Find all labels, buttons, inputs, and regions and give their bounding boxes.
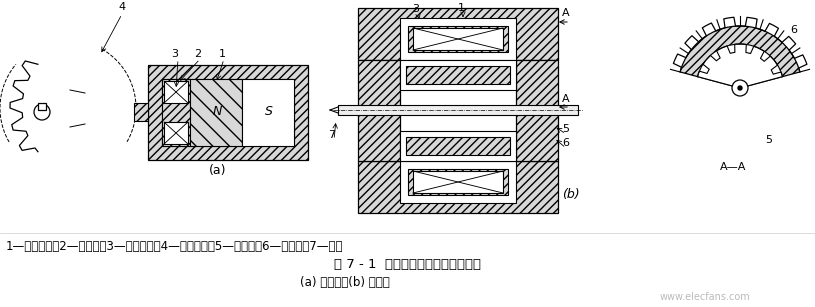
Bar bbox=[400, 161, 516, 203]
Bar bbox=[358, 161, 558, 213]
Bar bbox=[413, 171, 503, 193]
Text: (a): (a) bbox=[209, 164, 227, 177]
Text: 4: 4 bbox=[118, 2, 126, 12]
Text: (b): (b) bbox=[562, 188, 579, 201]
Text: 7: 7 bbox=[328, 130, 335, 140]
Text: 1: 1 bbox=[458, 3, 465, 13]
Bar bbox=[190, 79, 242, 146]
Bar bbox=[358, 8, 558, 60]
Text: 6: 6 bbox=[562, 138, 569, 148]
Bar bbox=[408, 26, 508, 52]
Bar bbox=[338, 105, 578, 115]
Bar bbox=[164, 122, 188, 144]
Circle shape bbox=[34, 104, 50, 120]
Wedge shape bbox=[680, 26, 800, 88]
Text: 5: 5 bbox=[562, 124, 569, 134]
Bar bbox=[134, 103, 148, 121]
Bar bbox=[406, 66, 510, 84]
Text: 1: 1 bbox=[218, 49, 226, 59]
Text: www.elecfans.com: www.elecfans.com bbox=[660, 292, 751, 302]
Text: 5: 5 bbox=[765, 135, 772, 145]
Bar bbox=[400, 131, 516, 161]
Text: 3: 3 bbox=[171, 49, 178, 59]
Bar bbox=[400, 18, 516, 60]
Circle shape bbox=[732, 80, 748, 96]
Bar bbox=[162, 79, 294, 146]
Text: A—A: A—A bbox=[720, 162, 747, 172]
Bar bbox=[413, 28, 503, 50]
Bar bbox=[148, 65, 308, 160]
Text: N: N bbox=[213, 105, 222, 118]
Circle shape bbox=[738, 86, 742, 90]
Text: A: A bbox=[562, 8, 570, 18]
Text: 1—永久磁铁；2—软磁铁；3—感应线圈；4—测量齿轮；5—内齿轮；6—外齿轮；7—转轴: 1—永久磁铁；2—软磁铁；3—感应线圈；4—测量齿轮；5—内齿轮；6—外齿轮；7… bbox=[6, 240, 343, 253]
Bar bbox=[400, 60, 516, 90]
Bar bbox=[164, 81, 188, 103]
Text: (a) 开磁路；(b) 闭磁路: (a) 开磁路；(b) 闭磁路 bbox=[300, 276, 390, 289]
Bar bbox=[162, 79, 190, 146]
Text: 3: 3 bbox=[412, 4, 419, 14]
Wedge shape bbox=[698, 44, 782, 88]
Bar bbox=[358, 60, 400, 161]
Text: 图 7 - 1  变磁通式磁电传感器结构图: 图 7 - 1 变磁通式磁电传感器结构图 bbox=[334, 258, 482, 271]
Text: A: A bbox=[562, 94, 570, 104]
Bar bbox=[406, 137, 510, 155]
Bar bbox=[38, 103, 46, 110]
Bar bbox=[242, 79, 294, 146]
Bar bbox=[516, 60, 558, 161]
Text: 2: 2 bbox=[195, 49, 201, 59]
Text: 6: 6 bbox=[790, 25, 797, 35]
Text: S: S bbox=[265, 105, 273, 118]
Bar bbox=[408, 169, 508, 195]
